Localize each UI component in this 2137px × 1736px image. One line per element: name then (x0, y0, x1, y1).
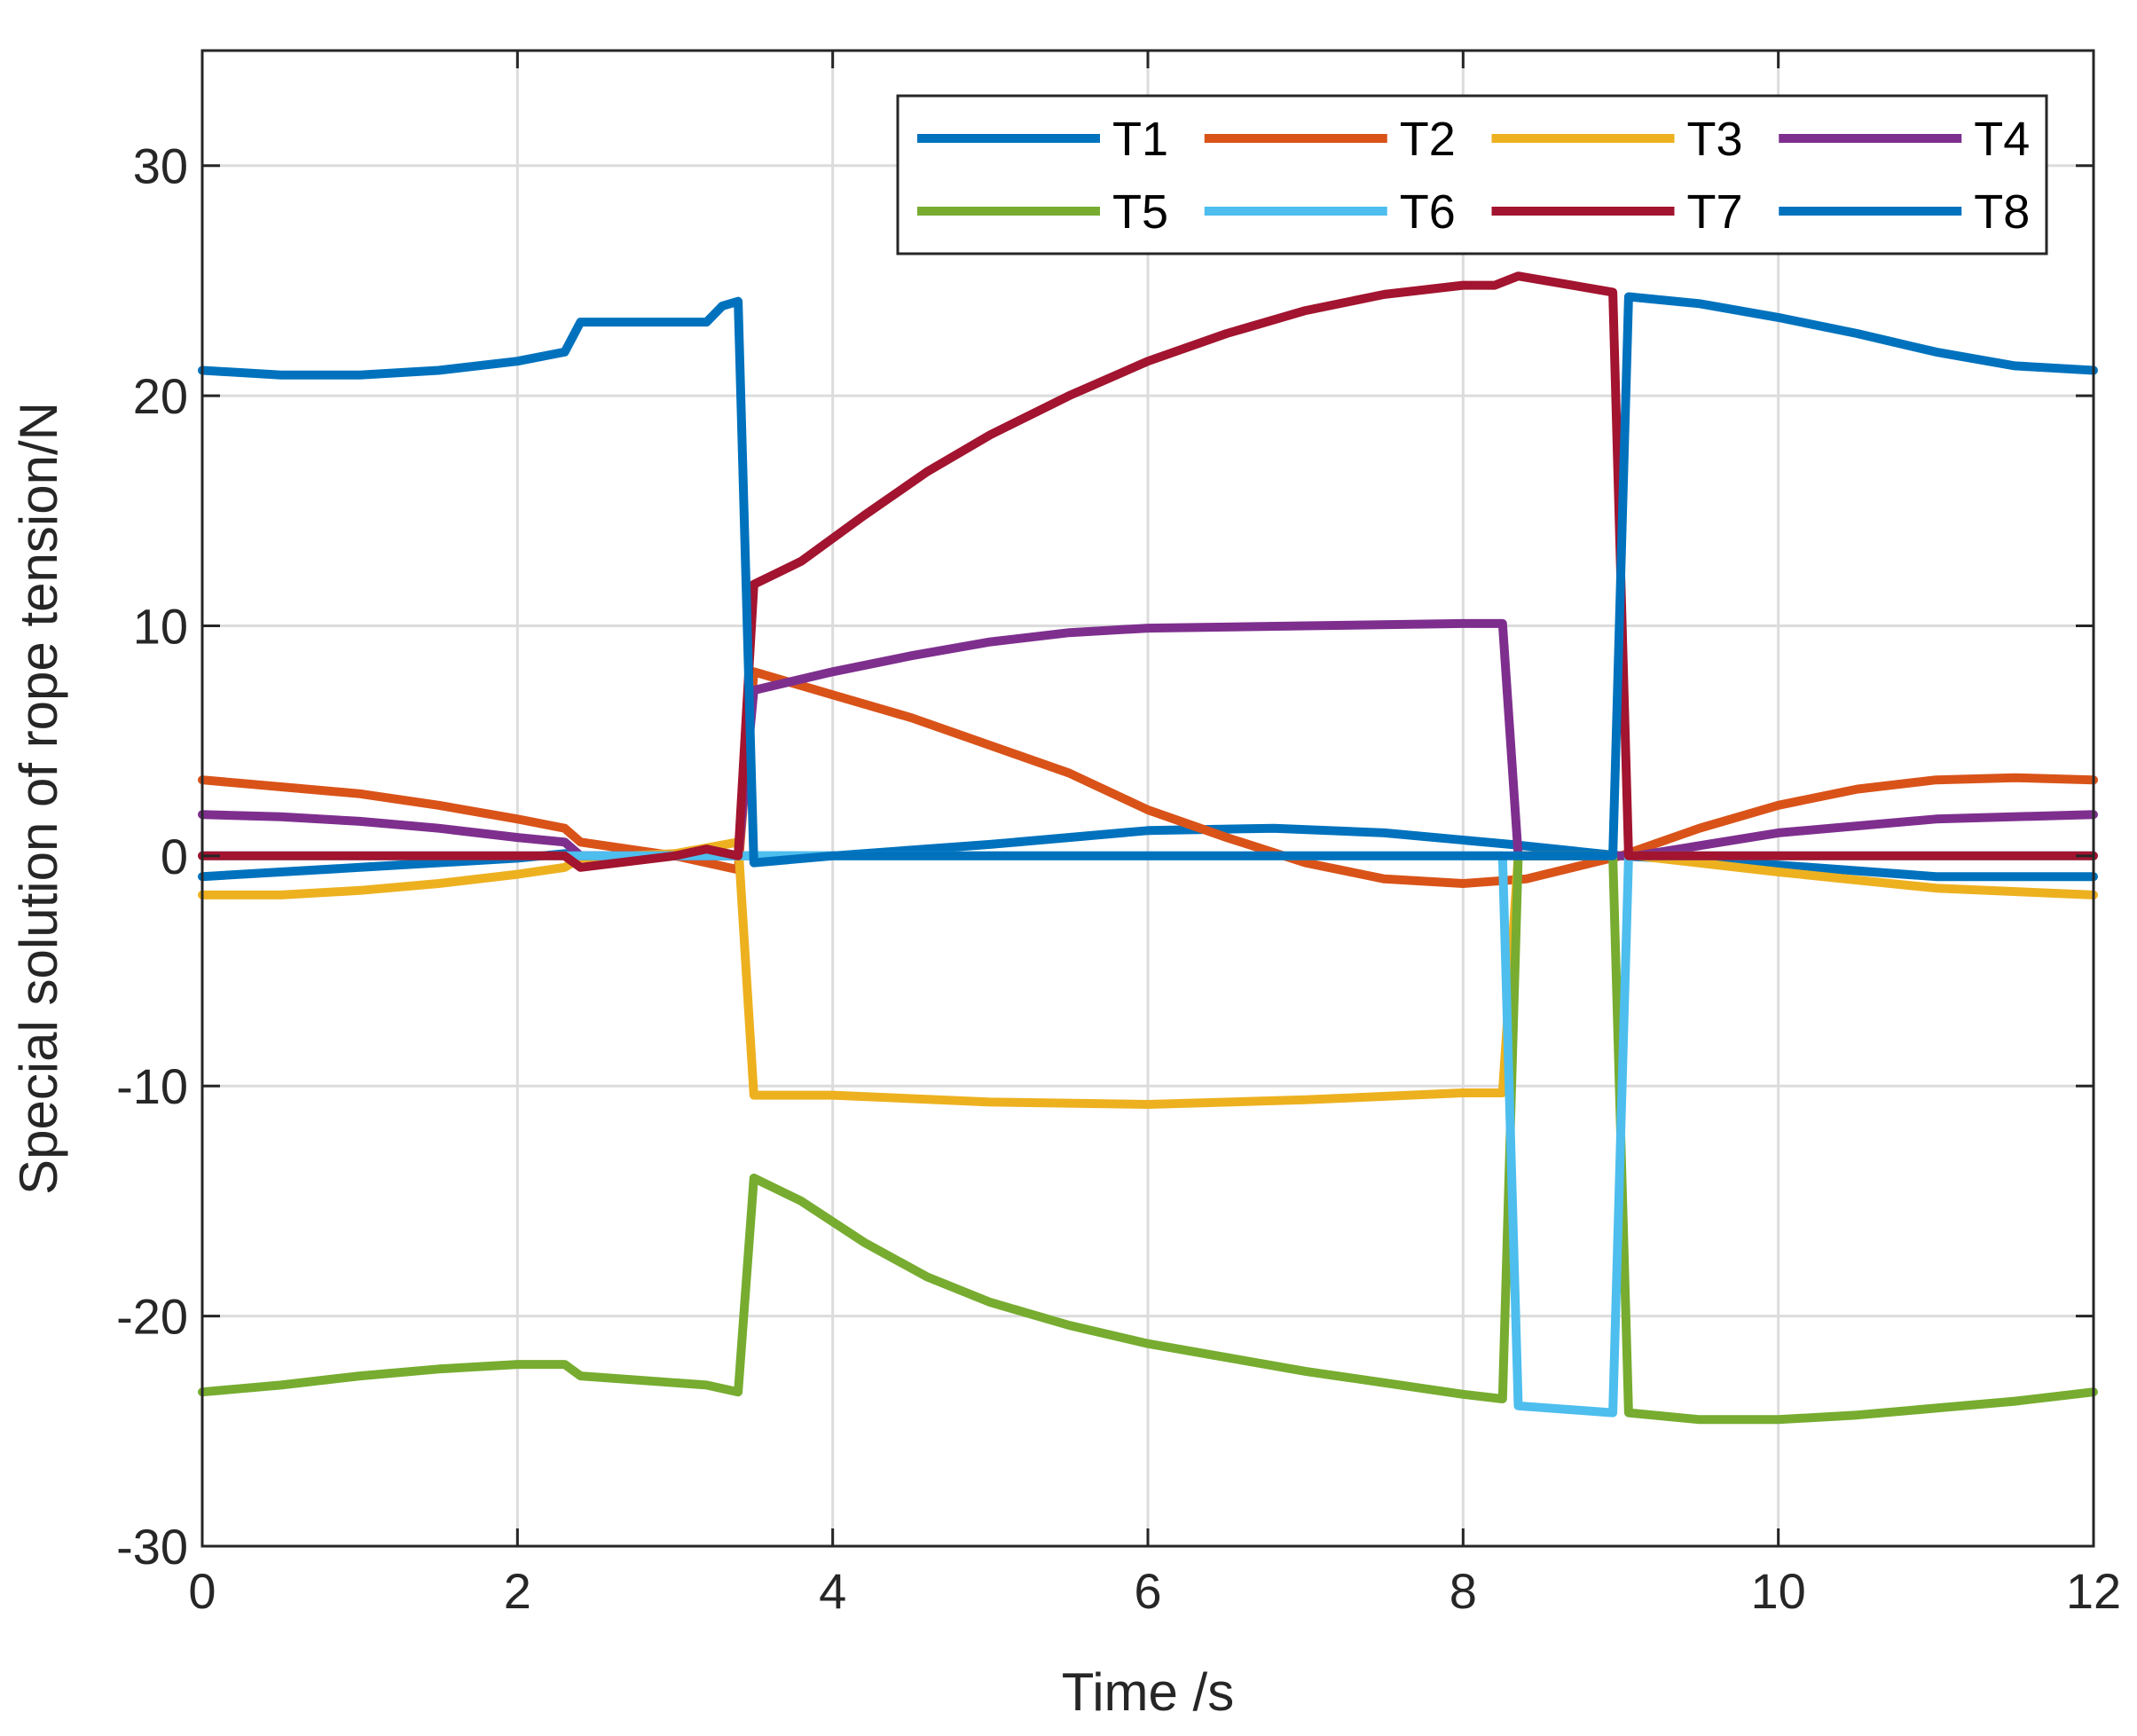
legend-box (896, 94, 2048, 255)
x-tick-label: 4 (819, 1563, 846, 1619)
y-tick-label: 0 (161, 829, 188, 884)
x-tick-label: 12 (2066, 1563, 2121, 1619)
series-line-t7 (198, 271, 2098, 872)
series-line-t2 (198, 667, 2098, 888)
tick-labels: 0 2 4 6 8 10 12 -30 -20 -10 0 10 20 30 (116, 138, 2121, 1619)
series-line-t5 (198, 851, 2098, 1425)
axis-ticks (200, 51, 2095, 1548)
legend-label-t1: T1 (1112, 113, 1168, 166)
legend-label-t4: T4 (1974, 113, 2030, 166)
y-axis-label: Special solution of rope tension/N (9, 402, 68, 1195)
x-tick-label: 8 (1450, 1563, 1477, 1619)
legend-label-t7: T7 (1687, 185, 1743, 239)
x-axis-label: Time /s (1062, 1662, 1234, 1722)
series-line-t8 (198, 292, 2098, 868)
legend: T1 T2 T3 T4 T5 T6 T7 T8 (896, 94, 2048, 255)
y-tick-label: 20 (133, 368, 188, 424)
y-tick-label: -30 (116, 1519, 188, 1575)
legend-label-t2: T2 (1400, 113, 1456, 166)
y-tick-label: 10 (133, 598, 188, 654)
x-tick-label: 6 (1134, 1563, 1161, 1619)
legend-label-t3: T3 (1687, 113, 1743, 166)
legend-label-t8: T8 (1974, 185, 2030, 239)
x-tick-label: 0 (188, 1563, 216, 1619)
legend-label-t6: T6 (1400, 185, 1456, 239)
y-tick-label: -20 (116, 1289, 188, 1345)
y-tick-label: 30 (133, 138, 188, 194)
series-lines (198, 271, 2098, 1425)
y-tick-label: -10 (116, 1058, 188, 1114)
series-line-t4 (198, 618, 2098, 860)
x-tick-label: 2 (504, 1563, 531, 1619)
legend-label-t5: T5 (1112, 185, 1168, 239)
x-tick-label: 10 (1751, 1563, 1806, 1619)
